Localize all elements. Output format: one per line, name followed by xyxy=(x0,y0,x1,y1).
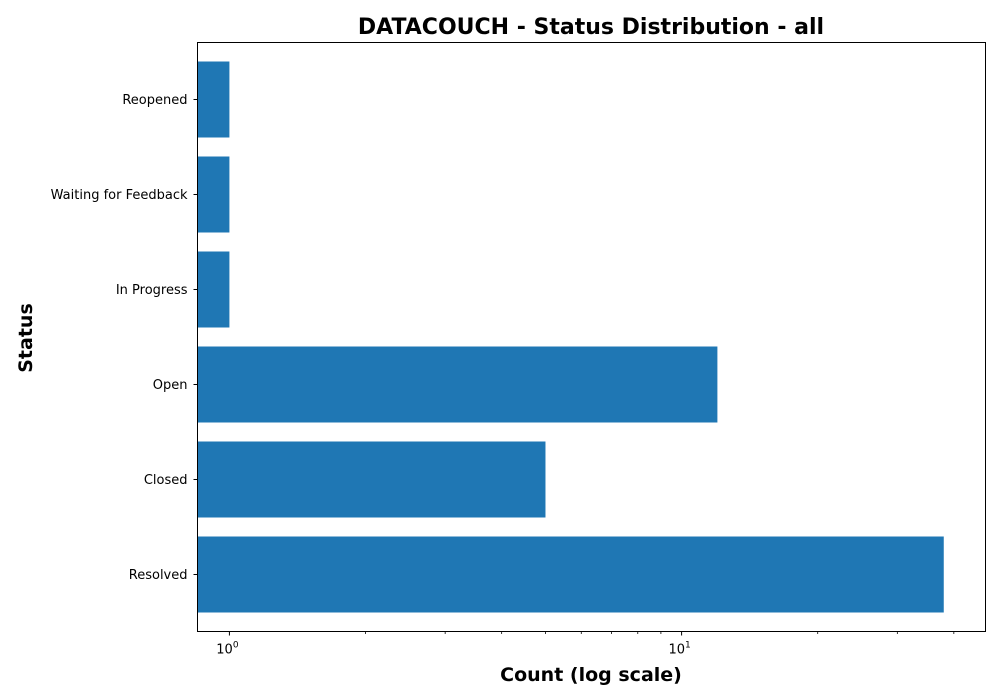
x-tick-label: 101 xyxy=(668,641,690,658)
y-tick-label-resolved: Resolved xyxy=(129,568,188,583)
bar-waiting-for-feedback xyxy=(197,156,230,233)
chart-title: DATACOUCH - Status Distribution - all xyxy=(358,15,824,40)
x-axis-label: Count (log scale) xyxy=(500,664,682,686)
bar-in-progress xyxy=(197,251,230,328)
bars-layer xyxy=(197,61,944,613)
y-tick-label-open: Open xyxy=(153,378,188,393)
y-tick-label-waiting-for-feedback: Waiting for Feedback xyxy=(51,188,188,203)
bar-closed xyxy=(197,441,546,518)
y-tick-label-in-progress: In Progress xyxy=(116,283,188,298)
bar-resolved xyxy=(197,536,944,613)
x-tick-label: 100 xyxy=(216,641,239,658)
y-axis-label: Status xyxy=(15,303,37,373)
plot-area-frame xyxy=(197,42,986,632)
y-tick-label-reopened: Reopened xyxy=(122,93,187,108)
bar-open xyxy=(197,346,718,423)
bar-reopened xyxy=(197,61,230,138)
y-tick-label-closed: Closed xyxy=(144,473,188,488)
x-axis: 100 101 xyxy=(216,631,955,658)
y-axis: Resolved Closed Open In Progress Waiting for… xyxy=(51,93,198,583)
